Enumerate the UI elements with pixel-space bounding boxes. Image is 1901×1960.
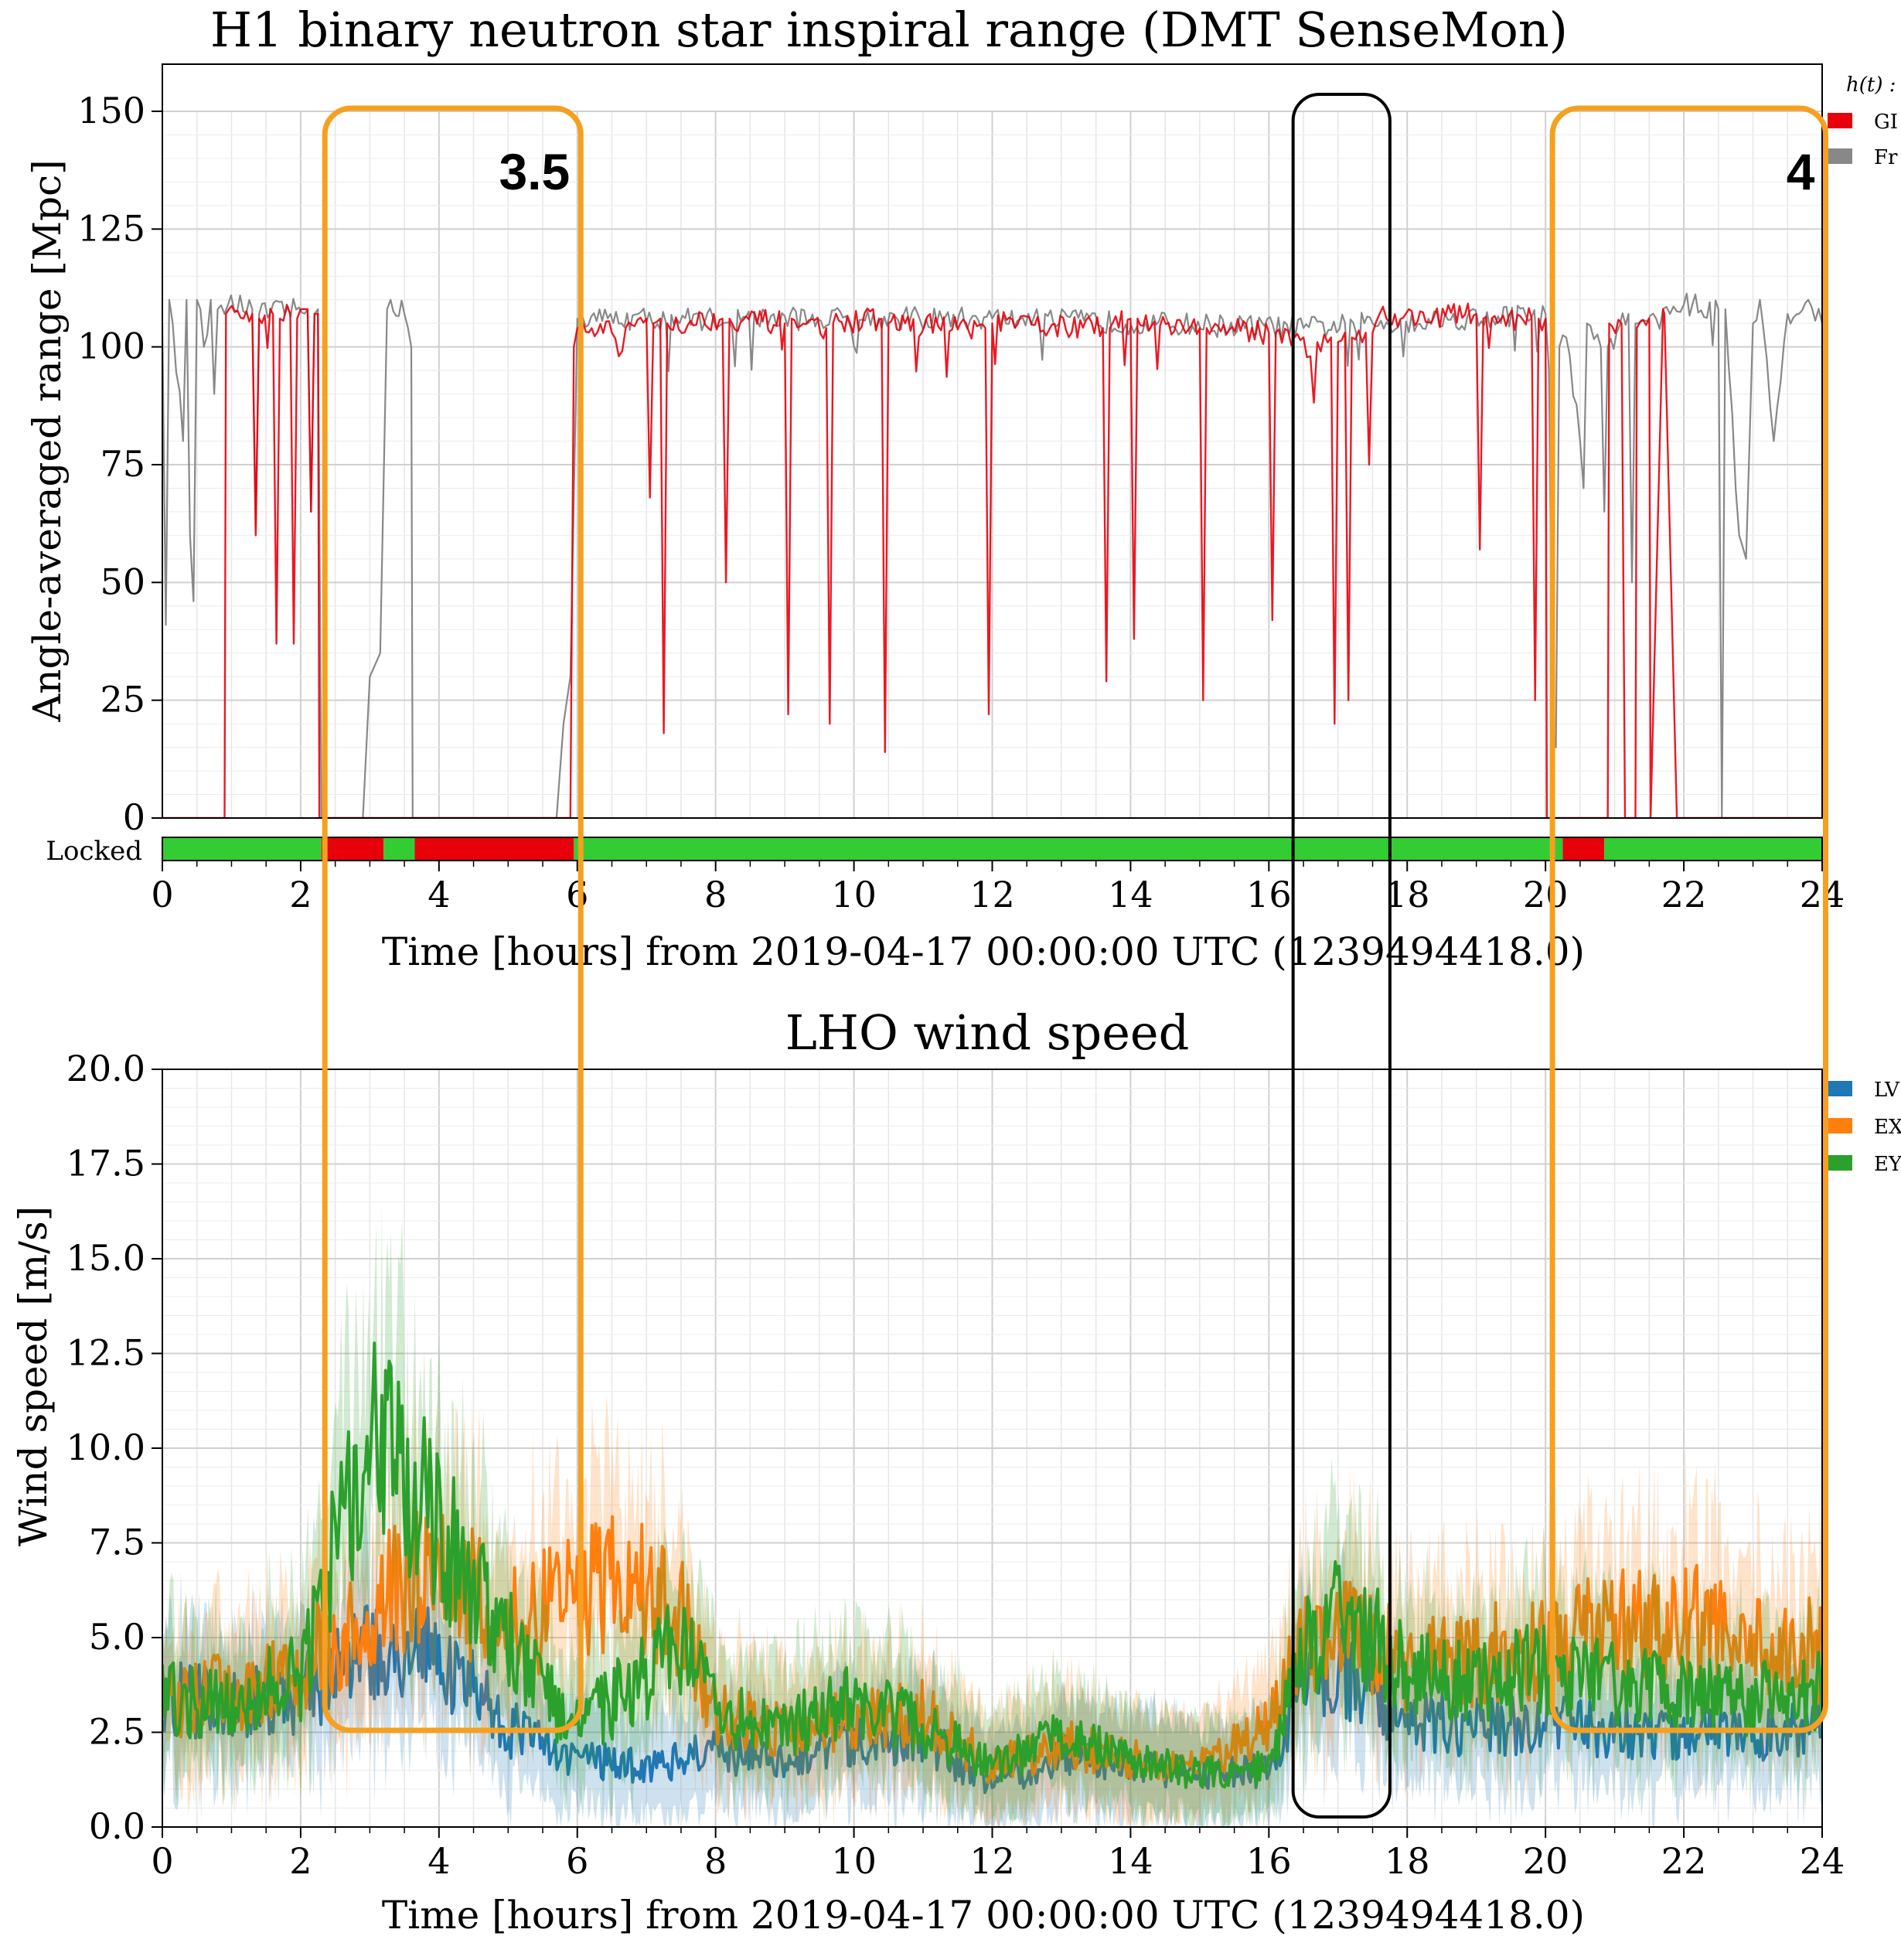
range-grid bbox=[162, 110, 1823, 819]
wind-legend-entry-ex: EX bbox=[1874, 1116, 1901, 1139]
y-tick-label: 100 bbox=[77, 326, 145, 367]
lock-state-bar bbox=[162, 837, 1823, 861]
lock-state-label: Locked bbox=[46, 836, 142, 867]
state-segment-unlocked bbox=[414, 837, 574, 861]
x-tick-label: 8 bbox=[704, 874, 727, 915]
x-tick-label: 10 bbox=[831, 1840, 877, 1882]
wind-legend-entry-lv: LV bbox=[1874, 1079, 1900, 1102]
x-tick-label: 6 bbox=[566, 1840, 588, 1882]
y-tick-label: 12.5 bbox=[66, 1332, 145, 1374]
annotation-box-orange bbox=[322, 105, 584, 1733]
annotation-box-orange bbox=[1549, 105, 1828, 1733]
state-segment-unlocked bbox=[321, 837, 384, 861]
state-segment-locked bbox=[162, 837, 322, 861]
wind-legend-swatch-ey bbox=[1828, 1155, 1852, 1171]
x-tick-label: 10 bbox=[831, 874, 877, 915]
y-tick-label: 15.0 bbox=[66, 1237, 145, 1279]
y-tick-label: 5.0 bbox=[89, 1616, 145, 1658]
wind-series-group bbox=[162, 1203, 1822, 1827]
annotation-overlay: 3.5 4 bbox=[322, 93, 1828, 1819]
wind-legend-swatch-lv bbox=[1828, 1081, 1852, 1096]
wind-chart: LHO wind speed 0.0 2.5 5.0 7.5 10.0 12.5 15.0 1… bbox=[11, 1004, 1901, 1938]
x-tick-label: 8 bbox=[704, 1840, 727, 1882]
x-tick-label: 6 bbox=[566, 874, 588, 915]
x-tick-label: 4 bbox=[428, 1840, 450, 1882]
x-tick-label: 24 bbox=[1800, 1840, 1845, 1882]
annotation-box-black bbox=[1291, 93, 1392, 1819]
x-tick-label: 20 bbox=[1523, 874, 1569, 915]
x-tick-label: 2 bbox=[289, 874, 312, 915]
range-chart-title: H1 binary neutron star inspiral range (D… bbox=[210, 2, 1568, 58]
range-x-ticks: 0 2 4 6 8 10 12 14 16 18 20 22 24 bbox=[151, 861, 1845, 915]
y-tick-label: 125 bbox=[77, 207, 145, 249]
y-tick-label: 0.0 bbox=[89, 1805, 145, 1847]
wind-legend: LV EX EY bbox=[1828, 1079, 1901, 1176]
x-tick-label: 24 bbox=[1800, 874, 1845, 915]
y-tick-label: 10.0 bbox=[66, 1427, 145, 1468]
state-segment-unlocked bbox=[1562, 837, 1605, 861]
y-tick-label: 25 bbox=[100, 679, 145, 721]
y-tick-label: 17.5 bbox=[66, 1143, 145, 1185]
x-tick-label: 0 bbox=[151, 874, 173, 915]
x-tick-label: 16 bbox=[1246, 1840, 1292, 1882]
x-tick-label: 18 bbox=[1385, 874, 1430, 915]
wind-series-lv-band bbox=[162, 1490, 1822, 1827]
wind-legend-swatch-ex bbox=[1828, 1118, 1852, 1133]
range-legend-title: h(t) : bbox=[1846, 73, 1896, 97]
range-legend: h(t) : GI Fr bbox=[1828, 73, 1898, 169]
state-segment-locked bbox=[1604, 837, 1822, 861]
range-y-axis-label: Angle-averaged range [Mpc] bbox=[25, 159, 70, 722]
y-tick-label: 7.5 bbox=[89, 1522, 145, 1563]
x-tick-label: 14 bbox=[1108, 874, 1153, 915]
x-tick-label: 0 bbox=[151, 1840, 173, 1882]
wind-legend-entry-ey: EY bbox=[1874, 1153, 1901, 1176]
state-segment-locked bbox=[574, 837, 1563, 861]
y-tick-label: 2.5 bbox=[89, 1711, 145, 1753]
y-tick-label: 150 bbox=[77, 90, 145, 131]
x-tick-label: 4 bbox=[428, 874, 450, 915]
wind-x-ticks: 0 2 4 6 8 10 12 14 16 18 20 22 24 bbox=[151, 1827, 1845, 1882]
x-tick-label: 12 bbox=[969, 874, 1015, 915]
range-legend-entry-gi: GI bbox=[1874, 111, 1898, 134]
wind-series-ex-band bbox=[162, 1381, 1822, 1827]
y-tick-label: 20.0 bbox=[66, 1048, 145, 1089]
wind-y-axis-label: Wind speed [m/s] bbox=[11, 1206, 56, 1546]
x-tick-label: 14 bbox=[1108, 1840, 1153, 1882]
x-tick-label: 12 bbox=[969, 1840, 1015, 1882]
range-chart: H1 binary neutron star inspiral range (D… bbox=[25, 2, 1898, 974]
x-tick-label: 20 bbox=[1523, 1840, 1569, 1882]
x-tick-label: 22 bbox=[1661, 1840, 1707, 1882]
y-tick-label: 50 bbox=[100, 561, 145, 602]
range-y-ticks: 0 25 50 75 100 125 150 bbox=[77, 90, 162, 838]
range-legend-entry-fr: Fr bbox=[1874, 146, 1898, 169]
x-tick-label: 16 bbox=[1246, 874, 1292, 915]
range-x-axis-label: Time [hours] from 2019-04-17 00:00:00 UT… bbox=[382, 929, 1585, 974]
wind-series-lv-line bbox=[162, 1604, 1822, 1795]
range-series-gi-line bbox=[162, 302, 1822, 818]
range-plot-frame bbox=[162, 63, 1823, 819]
wind-series-ey-line bbox=[162, 1341, 1822, 1789]
y-tick-label: 75 bbox=[100, 443, 145, 485]
range-legend-swatch-fr bbox=[1828, 148, 1852, 164]
wind-chart-title: LHO wind speed bbox=[785, 1004, 1190, 1061]
x-tick-label: 2 bbox=[289, 1840, 312, 1882]
annotation-label: 4 bbox=[1787, 143, 1815, 200]
y-tick-label: 0 bbox=[123, 796, 145, 838]
range-legend-swatch-gi bbox=[1828, 113, 1852, 128]
wind-x-axis-label: Time [hours] from 2019-04-17 00:00:00 UT… bbox=[382, 1893, 1585, 1938]
state-segment-locked bbox=[383, 837, 415, 861]
x-tick-label: 22 bbox=[1661, 874, 1707, 915]
annotation-label: 3.5 bbox=[499, 143, 570, 200]
x-tick-label: 18 bbox=[1385, 1840, 1430, 1882]
wind-y-ticks: 0.0 2.5 5.0 7.5 10.0 12.5 15.0 17.5 20.0 bbox=[66, 1048, 162, 1847]
